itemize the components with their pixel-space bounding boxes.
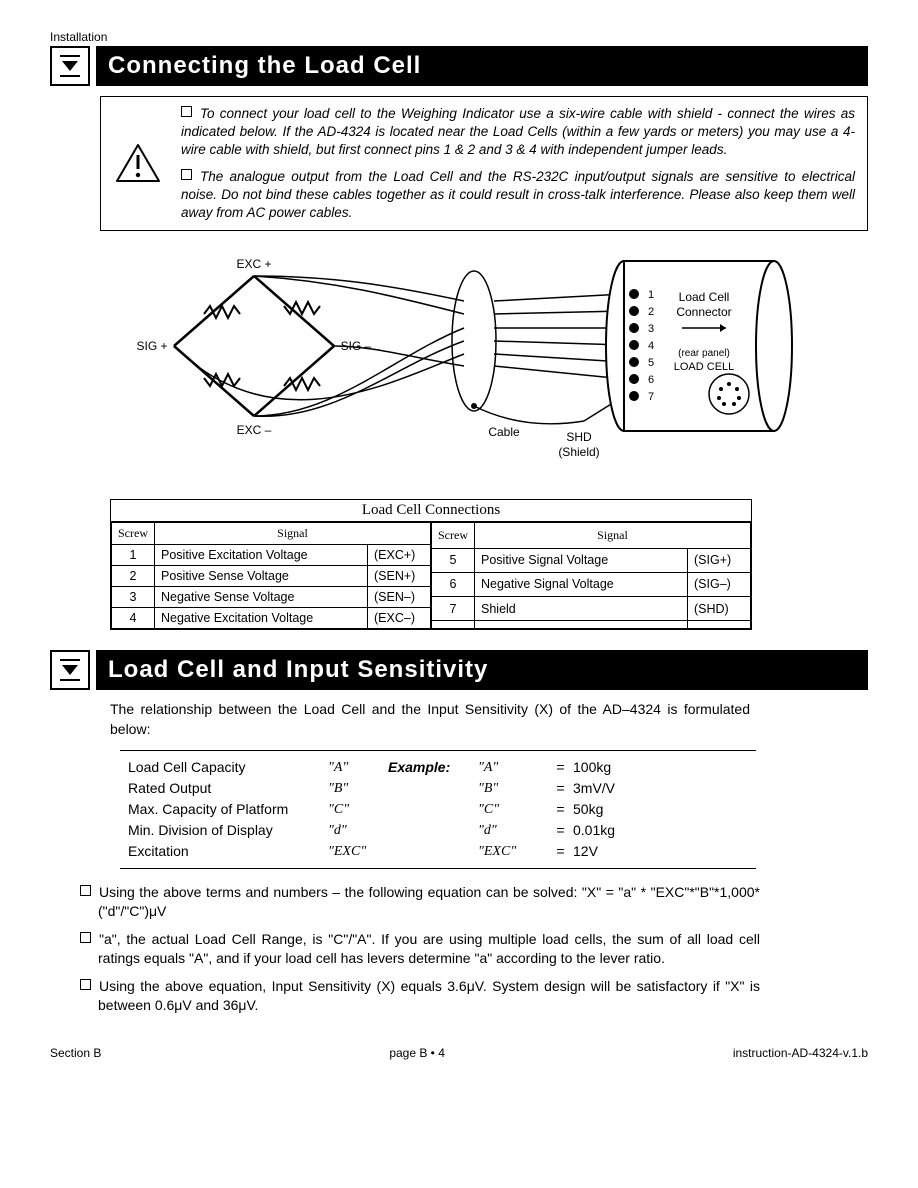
section-header-2: Load Cell and Input Sensitivity: [50, 650, 868, 690]
section2-intro: The relationship between the Load Cell a…: [110, 700, 750, 739]
th-screw-2: Screw: [432, 523, 475, 548]
label-lc-conn-2: Connector: [676, 305, 731, 319]
warning-icon: [113, 105, 163, 222]
svg-text:1: 1: [648, 289, 654, 301]
section-arrow-icon: [50, 46, 90, 86]
section-arrow-icon-2: [50, 650, 90, 690]
label-shd: SHD: [566, 430, 592, 444]
param-row: Max. Capacity of Platform"C""C"=50kg: [128, 799, 748, 820]
wiring-diagram: EXC + EXC – SIG + SIG – Cable SHD (Shiel…: [100, 246, 868, 489]
footer-center: page B • 4: [389, 1046, 445, 1060]
note-1: To connect your load cell to the Weighin…: [181, 106, 855, 157]
th-signal: Signal: [155, 523, 431, 545]
param-row: Min. Division of Display"d""d"=0.01kg: [128, 820, 748, 841]
table-row: 7Shield(SHD): [432, 597, 751, 621]
note-2: The analogue output from the Load Cell a…: [181, 169, 855, 220]
table-row: 4Negative Excitation Voltage(EXC–): [112, 608, 431, 629]
label-exc-plus: EXC +: [236, 257, 271, 271]
footer-right: instruction-AD-4324-v.1.b: [733, 1046, 868, 1060]
section-title-2: Load Cell and Input Sensitivity: [96, 650, 868, 690]
table-row: [432, 621, 751, 629]
bullet-3: Using the above equation, Input Sensitiv…: [98, 978, 760, 1014]
params-box: Load Cell Capacity"A"Example:"A"=100kg R…: [120, 750, 756, 869]
param-row: Excitation"EXC""EXC"=12V: [128, 841, 748, 862]
label-loadcell: LOAD CELL: [674, 361, 735, 373]
connection-table: Load Cell Connections Screw Signal 1Posi…: [110, 499, 752, 630]
param-row: Rated Output"B""B"=3mV/V: [128, 778, 748, 799]
label-sig-plus: SIG +: [136, 339, 167, 353]
table-row: 3Negative Sense Voltage(SEN–): [112, 587, 431, 608]
th-screw: Screw: [112, 523, 155, 545]
table-row: 2Positive Sense Voltage(SEN+): [112, 566, 431, 587]
info-box: To connect your load cell to the Weighin…: [100, 96, 868, 231]
svg-text:3: 3: [648, 323, 654, 335]
bullet-1: Using the above terms and numbers – the …: [98, 884, 760, 920]
svg-text:7: 7: [648, 391, 654, 403]
label-rear: (rear panel): [678, 348, 730, 359]
svg-text:6: 6: [648, 374, 654, 386]
param-row: Load Cell Capacity"A"Example:"A"=100kg: [128, 757, 748, 778]
section-title-1: Connecting the Load Cell: [96, 46, 868, 86]
label-lc-conn-1: Load Cell: [679, 290, 730, 304]
connection-table-title: Load Cell Connections: [111, 500, 751, 522]
label-exc-minus: EXC –: [237, 423, 272, 437]
svg-text:4: 4: [648, 340, 654, 352]
info-text: To connect your load cell to the Weighin…: [181, 105, 855, 222]
th-signal-2: Signal: [475, 523, 751, 548]
table-row: 1Positive Excitation Voltage(EXC+): [112, 545, 431, 566]
bullet-2: "a", the actual Load Cell Range, is "C"/…: [98, 931, 760, 967]
section-header-1: Connecting the Load Cell: [50, 46, 868, 86]
page-footer: Section B page B • 4 instruction-AD-4324…: [50, 1046, 868, 1060]
label-shield: (Shield): [558, 445, 599, 459]
svg-text:5: 5: [648, 357, 654, 369]
label-cable: Cable: [488, 425, 520, 439]
footer-left: Section B: [50, 1046, 101, 1060]
svg-text:2: 2: [648, 306, 654, 318]
table-row: 6Negative Signal Voltage(SIG–): [432, 572, 751, 596]
table-row: 5Positive Signal Voltage(SIG+): [432, 548, 751, 572]
bullet-list: Using the above terms and numbers – the …: [80, 883, 760, 1017]
page-header-label: Installation: [50, 30, 868, 44]
